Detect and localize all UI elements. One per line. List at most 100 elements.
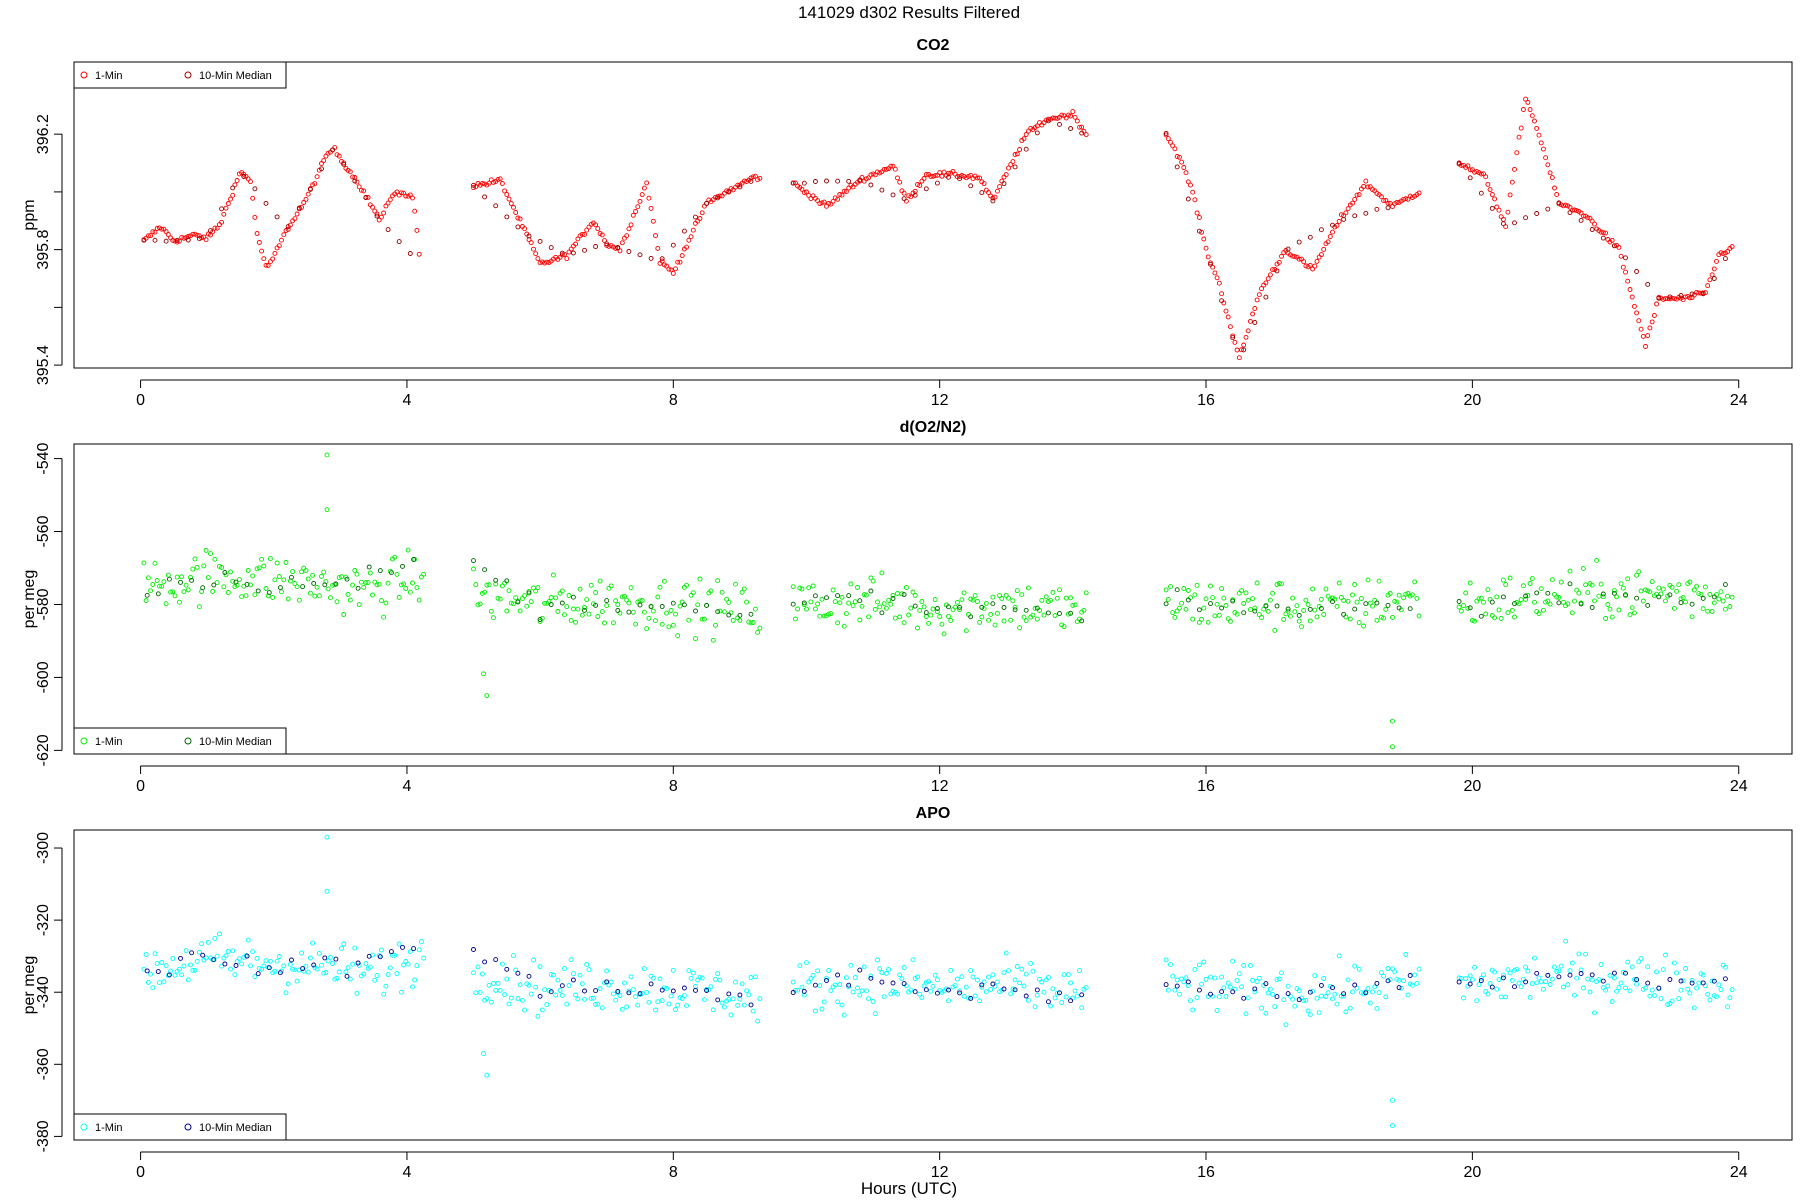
x-tick-label: 4: [402, 392, 411, 409]
data-point: [1239, 588, 1244, 594]
data-point: [370, 204, 375, 210]
data-point: [1252, 986, 1258, 992]
data-point: [1276, 976, 1282, 982]
data-point: [471, 182, 476, 188]
data-point: [755, 629, 761, 635]
data-point: [1296, 988, 1302, 994]
data-point: [755, 1018, 761, 1024]
data-point: [1270, 590, 1276, 596]
data-point: [1165, 596, 1171, 602]
data-point: [659, 987, 665, 993]
data-point: [664, 986, 670, 991]
data-point: [1549, 976, 1555, 982]
data-point: [693, 984, 698, 989]
data-point: [363, 195, 369, 201]
data-point: [1605, 983, 1611, 989]
data-point: [1498, 994, 1504, 1000]
data-point: [1010, 986, 1016, 992]
data-point: [416, 947, 422, 953]
data-point: [1270, 267, 1276, 273]
data-point: [1392, 969, 1398, 975]
data-point: [1700, 606, 1706, 612]
x-tick-label: 12: [931, 778, 949, 795]
data-point: [1643, 344, 1648, 349]
data-point: [515, 970, 521, 976]
data-point: [1343, 210, 1349, 216]
data-point: [977, 175, 983, 181]
data-point: [1216, 994, 1222, 1000]
data-point: [668, 993, 674, 999]
data-point: [385, 227, 391, 233]
data-point: [1074, 118, 1080, 124]
data-point: [1290, 996, 1296, 1002]
data-point: [239, 961, 245, 967]
data-point: [289, 574, 294, 580]
data-point: [1598, 229, 1604, 235]
data-point-outlier: [1390, 1123, 1395, 1129]
data-point: [332, 976, 338, 982]
data-point: [526, 982, 532, 988]
data-point: [504, 214, 510, 220]
data-point: [684, 244, 690, 250]
data-point: [221, 211, 227, 217]
data-point: [668, 608, 674, 613]
data-point: [1500, 594, 1506, 600]
data-point: [954, 976, 960, 982]
data-point: [159, 583, 165, 589]
data-point: [325, 150, 331, 156]
data-point: [405, 961, 411, 967]
data-point: [405, 547, 411, 553]
data-point: [1345, 598, 1351, 604]
data-point: [1199, 616, 1205, 622]
data-point: [223, 205, 229, 211]
data-point: [482, 181, 488, 187]
data-point: [255, 971, 261, 977]
data-point: [223, 572, 229, 578]
data-point: [824, 978, 829, 983]
data-point: [1714, 994, 1719, 1000]
data-point: [1525, 593, 1531, 598]
data-point: [999, 596, 1005, 601]
data-point: [1307, 606, 1313, 612]
data-point: [1401, 595, 1407, 601]
data-point: [693, 987, 698, 993]
data-point: [1041, 612, 1047, 618]
data-point: [1330, 985, 1335, 991]
data-point: [670, 270, 676, 276]
data-point: [1467, 973, 1473, 979]
data-point: [1318, 982, 1324, 988]
data-point: [181, 235, 187, 241]
data-point: [157, 980, 162, 986]
data-point: [410, 580, 415, 586]
legend-marker: [184, 737, 192, 745]
data-point: [713, 622, 718, 628]
data-point: [1722, 964, 1728, 970]
data-point: [903, 585, 909, 590]
data-point: [559, 252, 565, 258]
data-point: [174, 574, 180, 580]
data-point: [553, 595, 559, 601]
data-point: [624, 233, 630, 239]
data-point: [1727, 604, 1733, 609]
data-point: [233, 963, 239, 968]
data-point: [1381, 615, 1387, 621]
data-point: [367, 964, 373, 970]
data-point: [245, 937, 251, 943]
data-point: [1616, 244, 1622, 250]
data-point: [170, 589, 176, 595]
data-point: [1247, 318, 1253, 324]
data-point: [1068, 610, 1074, 616]
data-point: [650, 975, 656, 981]
data-point: [1656, 594, 1662, 600]
plot-frame: [73, 443, 1793, 755]
data-point: [604, 241, 610, 247]
data-point: [715, 195, 721, 201]
data-point: [189, 950, 195, 956]
data-point: [143, 598, 149, 603]
data-point: [895, 991, 900, 997]
data-point: [1045, 610, 1051, 616]
data-point: [1363, 178, 1369, 184]
panel-title: CO2: [917, 37, 950, 54]
data-point: [1492, 615, 1498, 621]
data-point: [606, 585, 612, 591]
